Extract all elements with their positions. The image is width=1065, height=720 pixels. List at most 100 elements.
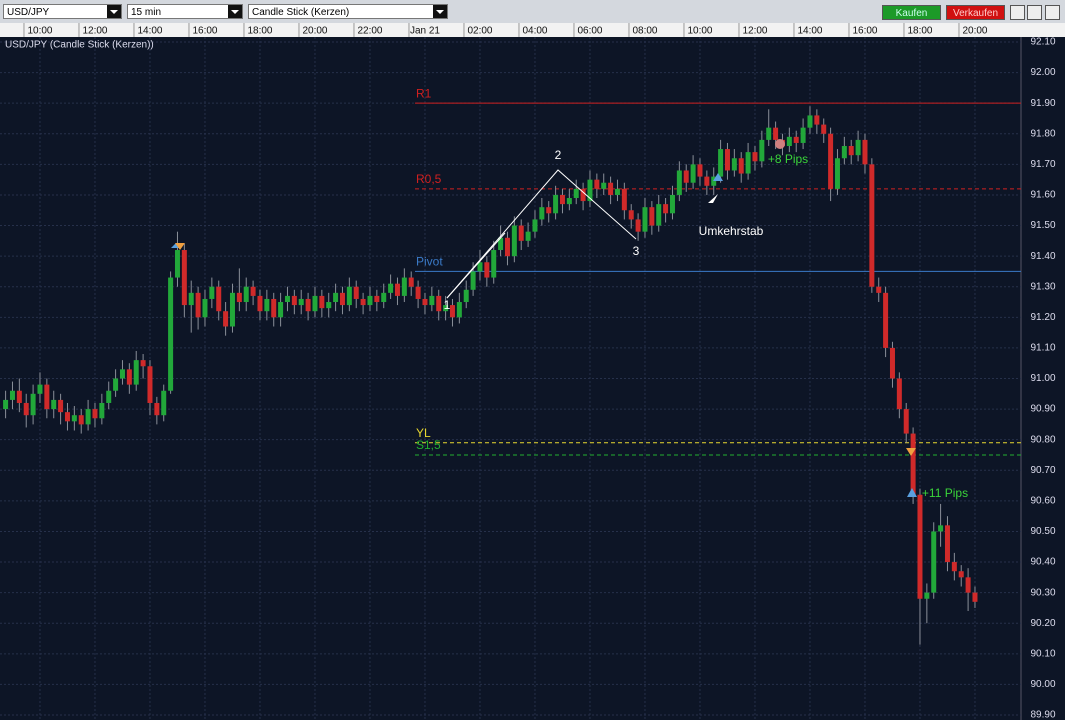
candle-body [690,164,696,183]
candle-body [78,415,84,425]
interval-select[interactable]: 15 min [127,4,243,19]
annotation: +11 Pips [922,486,968,500]
zigzag [446,169,637,299]
exit-marker [775,139,785,149]
x-tick-label: 04:00 [522,26,547,37]
candle-body [910,433,916,495]
candle-body [147,366,153,403]
candle-body [504,237,510,257]
candle-body [140,360,146,367]
candle-body [312,295,318,312]
candle-body [353,286,359,299]
candle-body [99,402,105,419]
candle-body [243,286,249,303]
candle-body [587,179,593,202]
y-tick-label: 91.90 [1030,98,1055,109]
candle-body [958,571,964,578]
candle-body [126,369,132,385]
x-tick-label: 10:00 [687,26,712,37]
candle-body [621,188,627,211]
candle-body [511,225,517,257]
level-label: R1 [416,86,432,100]
candle-body [278,302,284,318]
candle-body [649,207,655,226]
x-tick-label: 16:00 [192,26,217,37]
y-tick-label: 90.90 [1030,404,1055,415]
candle-body [951,562,957,572]
draw-icon[interactable] [1027,5,1042,20]
y-tick-label: 91.70 [1030,159,1055,170]
candle-body [635,219,641,232]
candle-body [869,164,875,287]
y-tick-label: 91.50 [1030,220,1055,231]
bars-icon[interactable] [1010,5,1025,20]
candle-body [917,494,923,599]
candle-body [498,237,504,251]
candle-body [855,139,861,156]
candle-body [51,399,57,410]
candle-body [58,399,64,413]
candle-body [965,577,971,593]
candle-body [284,295,290,303]
candle-body [594,179,600,189]
x-tick-label: 10:00 [27,26,52,37]
candle-body [37,384,43,394]
buy-button[interactable]: Kaufen [882,5,941,20]
candle-body [216,286,222,312]
y-tick-label: 90.50 [1030,526,1055,537]
time-axis-bg [0,23,1065,37]
candle-body [85,409,91,425]
candle-body [580,188,586,202]
x-tick-label: Jan 21 [410,26,440,37]
x-tick-label: 16:00 [852,26,877,37]
candle-body [628,210,634,220]
candle-body [339,292,345,306]
candle-body [264,298,270,312]
chart-type-select[interactable]: Candle Stick (Kerzen) [248,4,448,19]
sell-button[interactable]: Verkaufen [946,5,1005,20]
x-tick-label: 12:00 [742,26,767,37]
candle-body [271,298,277,318]
candle-body [711,176,717,186]
candle-body [319,295,325,309]
buy-arrow [907,488,917,497]
candle-body [828,133,834,189]
candle-body [807,115,813,128]
window-icon[interactable] [1045,5,1060,20]
candle-body [697,164,703,177]
candle-body [30,393,36,416]
candle-body [401,277,407,296]
y-tick-label: 90.30 [1030,587,1055,598]
candle-body [71,415,77,422]
candle-body [133,360,139,385]
candle-body [9,390,15,400]
y-tick-label: 91.80 [1030,128,1055,139]
candle-body [773,127,779,140]
candle-body [752,152,758,162]
candle-body [64,412,70,422]
candle-body [250,286,256,296]
candles [3,106,978,645]
candle-body [360,298,366,306]
y-tick-label: 90.10 [1030,648,1055,659]
y-tick-label: 91.20 [1030,312,1055,323]
candle-body [766,127,772,140]
candle-body [161,390,167,416]
candle-body [704,176,710,186]
annotation: Umkehrstab [699,224,764,238]
candle-body [546,207,552,214]
candle-body [793,136,799,143]
candle-body [394,283,400,296]
candle-body [484,262,490,278]
y-tick-label: 91.10 [1030,343,1055,354]
y-tick-label: 89.90 [1030,710,1055,720]
candle-body [573,188,579,199]
symbol-select[interactable]: USD/JPY [3,4,122,19]
candle-body [663,204,669,214]
candle-body [532,219,538,232]
candle-body [614,188,620,195]
candle-body [896,378,902,410]
candle-body [463,289,469,303]
candle-body [298,298,304,306]
